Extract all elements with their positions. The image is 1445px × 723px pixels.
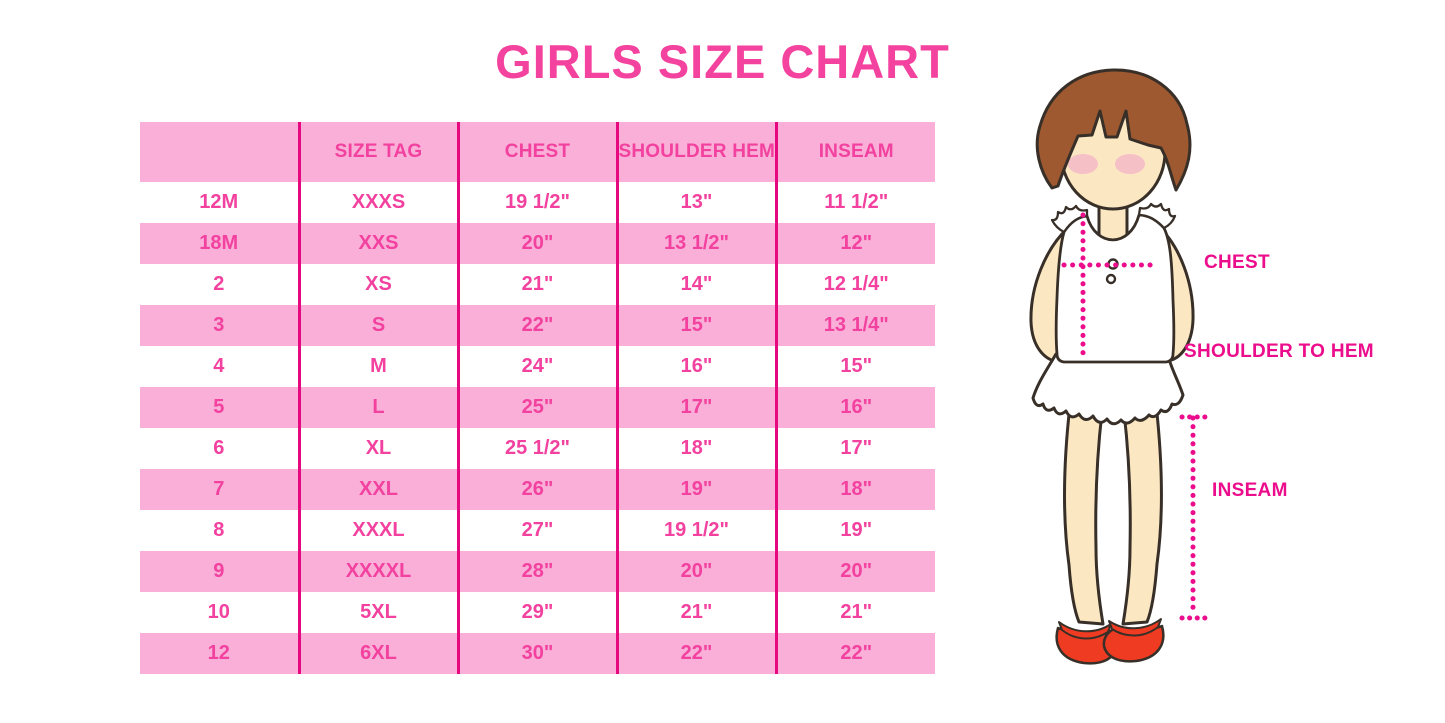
top-garment — [1054, 213, 1176, 364]
table-cell: 13 1/4" — [774, 305, 935, 346]
header-cell-chest: CHEST — [456, 122, 617, 182]
skirt — [1031, 352, 1185, 426]
table-row: 12M XXXS 19 1/2" 13" 11 1/2" — [140, 182, 935, 223]
table-row: 6 XL 25 1/2" 18" 17" — [140, 428, 935, 469]
table-cell: 11 1/2" — [774, 182, 935, 223]
table-cell: 12 — [207, 642, 230, 664]
inseam-label: INSEAM — [1212, 480, 1288, 501]
table-row: 2 XS 21" 14" 12 1/4" — [140, 264, 935, 305]
table-cell: 20" — [615, 551, 776, 592]
size-table-body: 12M XXXS 19 1/2" 13" 11 1/2" 18M XXS 20" 13 1/2"… — [140, 182, 935, 674]
table-cell: L — [297, 387, 458, 428]
right-shoe-strap — [1108, 618, 1162, 637]
table-cell: 5XL — [297, 592, 458, 633]
left-shoulder-ruffle — [1050, 204, 1089, 234]
table-cell: XS — [297, 264, 458, 305]
table-cell: 12M — [199, 191, 239, 213]
table-cell: 3 — [213, 314, 225, 336]
table-cell: S — [297, 305, 458, 346]
table-cell: 22" — [774, 633, 935, 674]
table-cell: 13" — [615, 182, 776, 223]
table-row: 5 L 25" 17" 16" — [140, 387, 935, 428]
table-cell: 19 1/2" — [615, 510, 776, 551]
table-cell: 19" — [774, 510, 935, 551]
table-cell: 12" — [774, 223, 935, 264]
table-cell: 29" — [456, 592, 617, 633]
table-row: 7 XXL 26" 19" 18" — [140, 469, 935, 510]
size-chart-table: SIZE TAG CHEST SHOULDER HEM INSEAM 12M XX… — [140, 122, 935, 674]
table-row: 3 S 22" 15" 13 1/4" — [140, 305, 935, 346]
table-cell: 22" — [615, 633, 776, 674]
table-cell: 12 1/4" — [774, 264, 935, 305]
table-cell: 10 — [207, 601, 230, 623]
table-cell: 24" — [456, 346, 617, 387]
table-cell: 17" — [615, 387, 776, 428]
table-cell: 6 — [213, 437, 225, 459]
right-blush — [1115, 154, 1145, 174]
table-cell: M — [297, 346, 458, 387]
hair — [1035, 68, 1192, 192]
shoulder-to-hem-label: SHOULDER TO HEM — [1184, 341, 1374, 362]
table-cell: 15" — [774, 346, 935, 387]
girl-illustration — [1000, 60, 1445, 723]
table-cell: 30" — [456, 633, 617, 674]
table-cell: 22" — [456, 305, 617, 346]
table-cell: 9 — [213, 560, 225, 582]
right-shoulder-ruffle — [1137, 202, 1177, 230]
table-cell: XXL — [297, 469, 458, 510]
header-row: SIZE TAG CHEST SHOULDER HEM INSEAM — [140, 122, 935, 182]
table-cell: 21" — [774, 592, 935, 633]
table-cell: 7 — [213, 478, 225, 500]
table-cell: 5 — [213, 396, 225, 418]
girl-figure-svg — [1029, 68, 1208, 665]
header-cell-size-tag: SIZE TAG — [297, 122, 458, 182]
table-cell: 26" — [456, 469, 617, 510]
table-cell: 13 1/2" — [615, 223, 776, 264]
table-cell: 4 — [213, 355, 225, 377]
table-cell: 6XL — [297, 633, 458, 674]
table-cell: 2 — [213, 273, 225, 295]
table-row: 9 XXXXL 28" 20" 20" — [140, 551, 935, 592]
left-blush — [1068, 154, 1098, 174]
table-cell: XXXXL — [297, 551, 458, 592]
header-cell-shoulder-hem: SHOULDER HEM — [615, 122, 776, 182]
header-cell-blank — [140, 122, 299, 182]
table-cell: 18M — [199, 232, 239, 254]
table-row: 8 XXXL 27" 19 1/2" 19" — [140, 510, 935, 551]
table-row: 4 M 24" 16" 15" — [140, 346, 935, 387]
table-cell: XL — [297, 428, 458, 469]
table-cell: 27" — [456, 510, 617, 551]
table-cell: 15" — [615, 305, 776, 346]
table-cell: 16" — [774, 387, 935, 428]
table-cell: 20" — [774, 551, 935, 592]
table-cell: 25 1/2" — [456, 428, 617, 469]
table-row: 18M XXS 20" 13 1/2" 12" — [140, 223, 935, 264]
table-cell: XXXL — [297, 510, 458, 551]
table-cell: 19 1/2" — [456, 182, 617, 223]
table-cell: 20" — [456, 223, 617, 264]
table-cell: 17" — [774, 428, 935, 469]
table-cell: 25" — [456, 387, 617, 428]
chest-label: CHEST — [1204, 252, 1270, 273]
table-cell: 16" — [615, 346, 776, 387]
table-cell: 18" — [615, 428, 776, 469]
table-cell: 21" — [615, 592, 776, 633]
table-cell: XXS — [297, 223, 458, 264]
table-cell: 19" — [615, 469, 776, 510]
header-cell-inseam: INSEAM — [774, 122, 935, 182]
left-leg — [1063, 403, 1105, 626]
table-row: 12 6XL 30" 22" 22" — [140, 633, 935, 674]
table-cell: XXXS — [297, 182, 458, 223]
table-row: 10 5XL 29" 21" 21" — [140, 592, 935, 633]
size-table-header: SIZE TAG CHEST SHOULDER HEM INSEAM — [140, 122, 935, 182]
page-title: GIRLS SIZE CHART — [495, 35, 950, 88]
top-button-2 — [1105, 273, 1117, 285]
table-cell: 18" — [774, 469, 935, 510]
table-cell: 21" — [456, 264, 617, 305]
table-cell: 8 — [213, 519, 225, 541]
table-cell: 14" — [615, 264, 776, 305]
table-cell: 28" — [456, 551, 617, 592]
right-leg — [1121, 402, 1163, 626]
